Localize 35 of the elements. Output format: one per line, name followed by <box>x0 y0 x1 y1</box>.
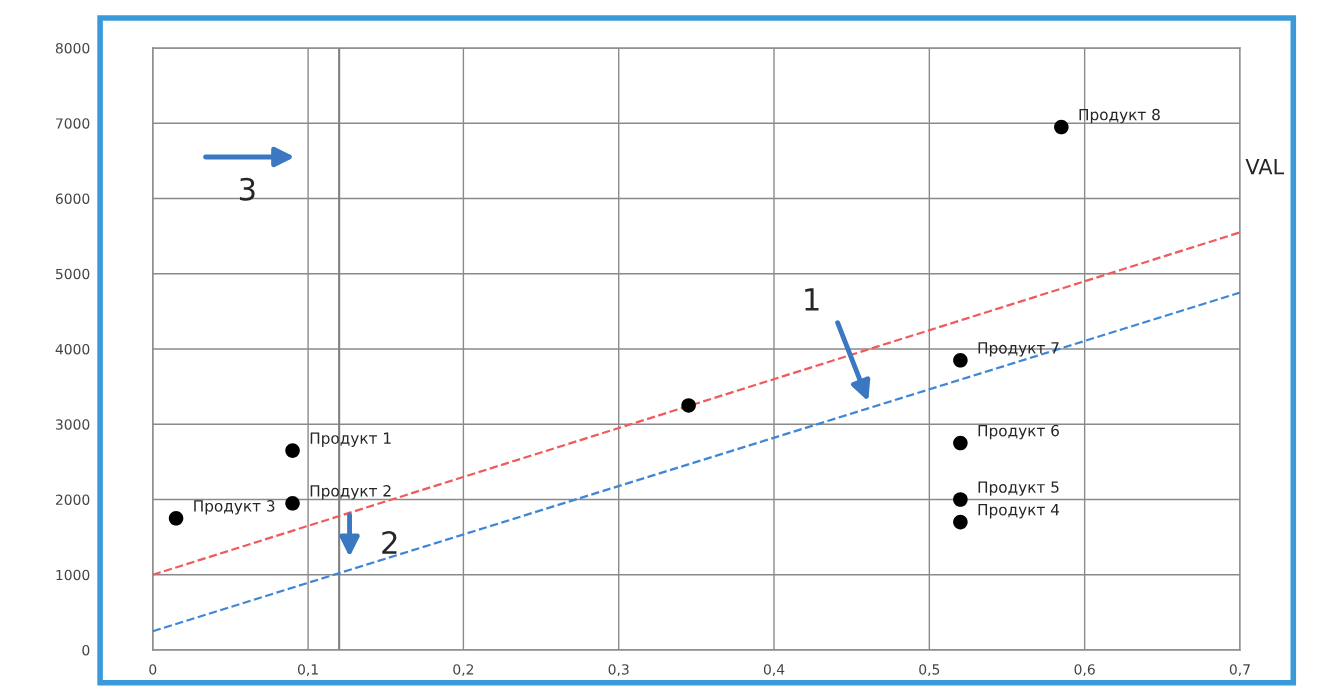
annotation: 3 <box>239 177 255 201</box>
annotation: Продукт 5 <box>978 481 1059 496</box>
annotation: 2 <box>382 531 397 554</box>
x-tick-label: 0,2 <box>453 664 474 677</box>
annotation: Продукт 8 <box>1079 108 1160 124</box>
x-tick-label: 0,7 <box>1229 664 1250 677</box>
point <box>1054 119 1069 135</box>
point <box>285 496 300 511</box>
annotation: Продукт 4 <box>978 504 1060 519</box>
annotation: Продукт 3 <box>194 500 275 515</box>
point <box>953 492 968 507</box>
x-tick-label: 0 <box>149 664 157 675</box>
y-tick-label: 5000 <box>56 268 90 280</box>
annotation: 1 <box>805 288 819 311</box>
x-tick-label: 0,6 <box>1074 664 1095 677</box>
point <box>953 514 968 530</box>
point <box>953 435 968 451</box>
text: VAL <box>1245 158 1285 175</box>
y-tick-label: 0 <box>82 644 90 656</box>
y-tick-label: 2000 <box>55 494 90 505</box>
x-tick-label: 0,4 <box>763 664 785 677</box>
x-tick-label: 0,1 <box>297 664 318 677</box>
point <box>285 443 300 458</box>
x-tick-label: 0,3 <box>608 664 629 677</box>
x-tick-label: 0,5 <box>919 664 940 677</box>
point <box>953 353 968 368</box>
y-tick-label: 3000 <box>55 419 90 430</box>
annotation: Продукт 6 <box>978 424 1059 440</box>
y-tick-label: 7000 <box>56 118 90 129</box>
y-tick-label: 8000 <box>55 42 90 54</box>
y-tick-label: 1000 <box>56 569 90 581</box>
y-tick-label: 6000 <box>55 193 90 204</box>
point <box>168 511 184 526</box>
y-tick-label: 4000 <box>55 343 90 355</box>
point <box>681 398 696 413</box>
